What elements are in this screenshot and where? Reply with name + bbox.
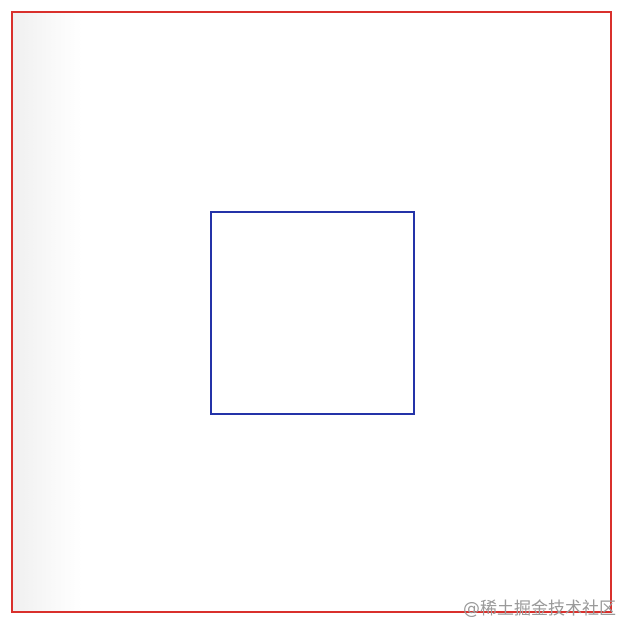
outer-red-box (11, 11, 612, 613)
inner-blue-box (210, 211, 415, 415)
watermark-text: @稀土掘金技术社区 (463, 599, 616, 619)
left-gradient-shade (12, 13, 82, 613)
